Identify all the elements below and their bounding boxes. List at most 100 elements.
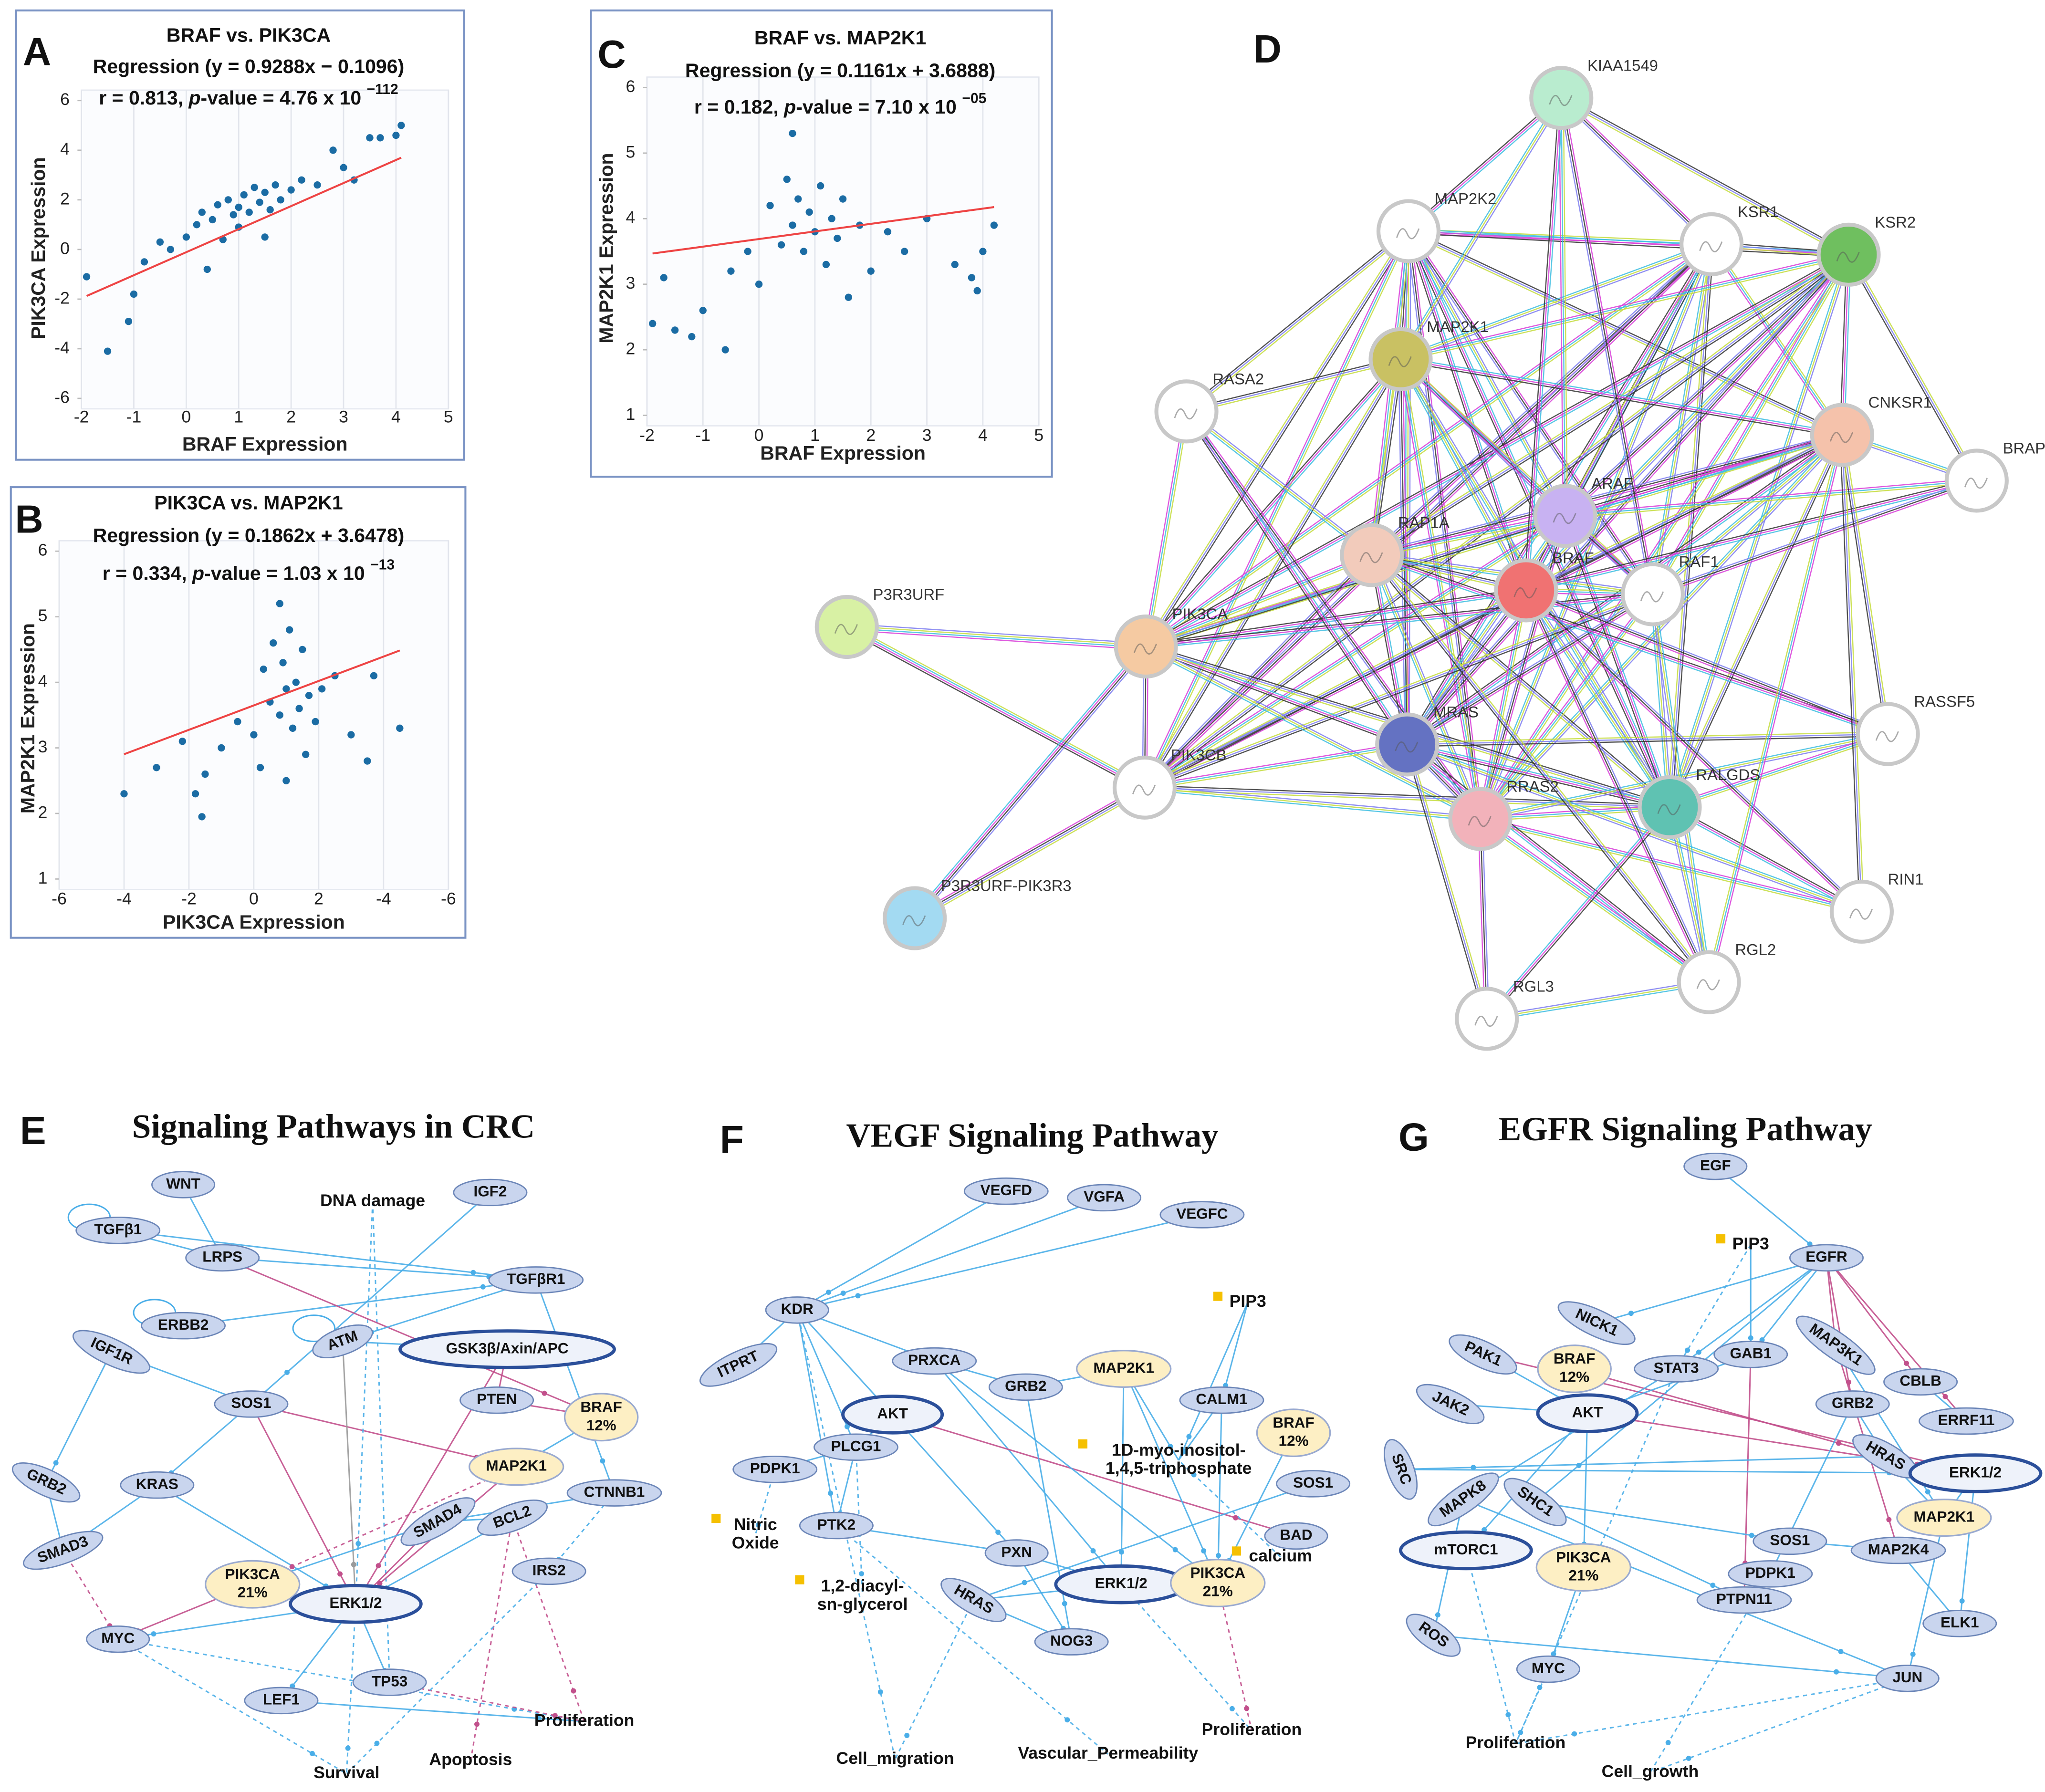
- network-edge: [1146, 592, 1527, 649]
- edge-arrow: [1233, 1515, 1239, 1521]
- protein-icon: [1513, 587, 1537, 599]
- pathway-node: GAB1: [1713, 1341, 1788, 1368]
- node-shape: [244, 1687, 319, 1715]
- node-shape: [563, 1393, 639, 1442]
- pathway-node: NICK1: [1557, 1301, 1636, 1345]
- pathway-node: DNA damage: [320, 1191, 425, 1210]
- network-edge: [1487, 983, 1710, 1021]
- pathway-edge: [251, 1403, 517, 1468]
- edge-arrow: [1201, 1548, 1207, 1554]
- point: [201, 770, 209, 778]
- network-edge: [1144, 741, 1407, 786]
- node-shape: [1683, 1152, 1748, 1180]
- protein-label: P3R3URF: [873, 585, 945, 603]
- node-shape: [1883, 1368, 1958, 1396]
- network-edge: [1408, 742, 1711, 981]
- edge-arrow: [1904, 1360, 1909, 1366]
- node-label: Vascular_Permeability: [1018, 1743, 1198, 1762]
- pathway-edge: [252, 1466, 517, 1585]
- r-value: r = 0.182,: [694, 96, 784, 118]
- pathway-node: GRB2: [11, 1462, 81, 1503]
- edge-arrow: [1942, 1394, 1948, 1399]
- node-label: VEGFC: [1176, 1205, 1228, 1222]
- network-edge: [1481, 816, 1863, 910]
- network-edge: [1186, 411, 1373, 556]
- network-edge: [1146, 646, 1408, 745]
- node-label: GRB2: [1005, 1378, 1046, 1395]
- y-axis-label: MAP2K1 Expression: [595, 153, 617, 344]
- pathway-node: PIP3: [1213, 1292, 1266, 1311]
- network-edge: [1373, 553, 1672, 806]
- edge-arrow: [1172, 1547, 1178, 1552]
- node-label: PIK3CA: [1556, 1549, 1611, 1565]
- edge-arrow: [828, 1490, 834, 1496]
- pathway-edge: [1743, 1354, 1752, 1600]
- node-shape: [1815, 1390, 1890, 1418]
- protein-node: [1680, 212, 1744, 277]
- r-value: r = 0.334,: [103, 562, 192, 584]
- node-label: IGF2: [473, 1183, 507, 1200]
- y-tick-label: 6: [60, 90, 70, 109]
- y-tick-label: 6: [38, 541, 48, 560]
- pathway-node: CBLB: [1883, 1368, 1958, 1396]
- node-label: CALM1: [1196, 1391, 1247, 1407]
- node-label: PDPK1: [1745, 1564, 1795, 1581]
- network-edge: [1144, 787, 1481, 820]
- network-edge: [1406, 746, 1861, 915]
- protein-icon: [1474, 1016, 1498, 1027]
- pathway-node: KRAS: [120, 1471, 195, 1499]
- p-value: -value = 7.10 x 10: [796, 96, 962, 118]
- node-shape: [841, 1395, 944, 1435]
- pathway-node: LEF1: [244, 1687, 319, 1715]
- metabolite-marker: [795, 1575, 804, 1584]
- pathway-edge: [1120, 1368, 1125, 1584]
- node-shape: [1159, 1201, 1245, 1229]
- network-edge: [1671, 255, 1851, 808]
- point: [777, 241, 785, 249]
- point: [83, 273, 91, 281]
- network-edge: [1145, 230, 1409, 647]
- protein-icon: [1133, 643, 1157, 655]
- node-label: PIP3: [1230, 1292, 1266, 1311]
- network-edge: [1558, 98, 1564, 516]
- pathway-node: KDR: [765, 1296, 829, 1324]
- network-edge: [1667, 254, 1847, 807]
- pathway-node: GSK3β/Axin/APC: [398, 1329, 616, 1369]
- point: [266, 206, 274, 214]
- protein-node: [1340, 523, 1404, 587]
- network-edge: [1371, 555, 1481, 819]
- edge-arrow: [345, 1745, 351, 1751]
- protein-icon: [1174, 408, 1198, 420]
- node-shape: [1503, 1478, 1567, 1526]
- network-edge: [1480, 516, 1566, 819]
- network-edge: [1144, 231, 1409, 788]
- point: [794, 195, 802, 203]
- node-shape: [963, 1177, 1049, 1205]
- point: [250, 731, 258, 739]
- node-label: Cell_growth: [1602, 1761, 1699, 1781]
- node-label: ELK1: [1941, 1614, 1979, 1631]
- pathway-edge: [281, 1699, 584, 1722]
- network-edge: [1402, 358, 1483, 819]
- network-edge: [1525, 592, 1888, 737]
- network-edge: [1561, 97, 1849, 255]
- x-axis-label: BRAF Expression: [760, 442, 926, 464]
- protein-node: [1829, 879, 1894, 944]
- point: [699, 307, 707, 314]
- panel-letter: G: [1398, 1116, 1429, 1159]
- node-shape: [1922, 1610, 1997, 1637]
- pathway-node: GRB2: [988, 1373, 1063, 1401]
- point: [347, 731, 355, 739]
- protein-icon: [1696, 979, 1720, 990]
- node-label: ERBB2: [158, 1316, 209, 1333]
- protein-node: [1638, 775, 1702, 839]
- protein-icon: [1699, 241, 1723, 252]
- node-shape: [1256, 1408, 1331, 1458]
- node-shape: [1850, 1536, 1946, 1564]
- p-exponent: −112: [367, 82, 398, 97]
- point: [805, 208, 813, 216]
- node-label: STAT3: [1654, 1359, 1699, 1376]
- point: [839, 195, 847, 203]
- point: [845, 293, 852, 301]
- network-edge: [1407, 744, 1710, 983]
